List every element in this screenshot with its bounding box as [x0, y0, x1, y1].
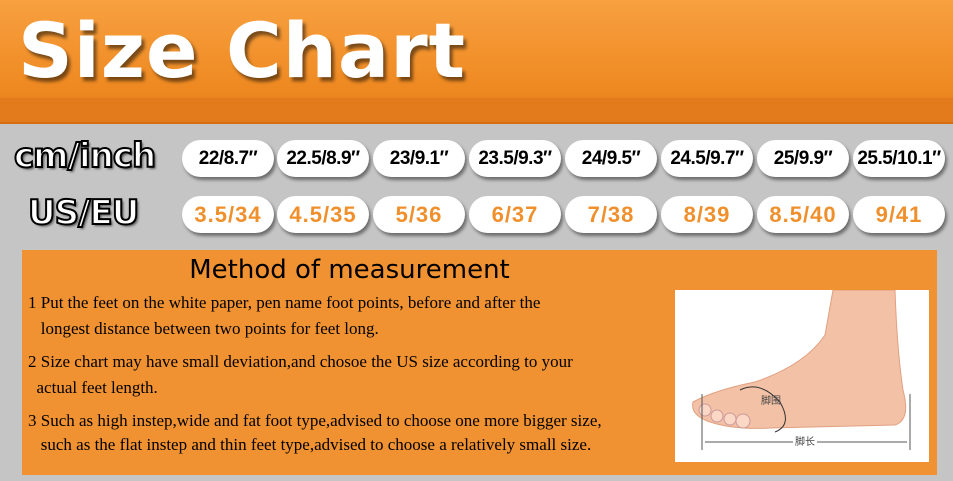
cm-size-pill: 22.5/8.9″: [277, 140, 369, 177]
us-eu-size-pill: 6/37: [469, 196, 561, 233]
instruction-line: longest distance between two points for …: [28, 319, 379, 338]
us-eu-size-pill: 9/41: [853, 196, 945, 233]
instruction-line: 2 Size chart may have small deviation,an…: [28, 352, 573, 371]
us-row-label: US/EU: [27, 192, 140, 234]
cm-size-pill: 23.5/9.3″: [469, 140, 561, 177]
cm-row-label: cm/inch: [13, 135, 157, 177]
instruction-line: actual feet length.: [28, 378, 158, 397]
measurement-panel: Method of measurement 1 Put the feet on …: [22, 250, 937, 475]
us-eu-size-pill: 4.5/35: [277, 196, 369, 233]
instruction-line: 3 Such as high instep,wide and fat foot …: [28, 411, 602, 430]
cm-size-pill: 23/9.1″: [373, 140, 465, 177]
length-label: 脚长: [795, 435, 815, 448]
us-eu-size-pill: 7/38: [565, 196, 657, 233]
page-title: Size Chart: [18, 6, 467, 95]
cm-size-pill: 24/9.5″: [565, 140, 657, 177]
us-eu-size-pill: 8/39: [661, 196, 753, 233]
cm-size-pill: 22/8.7″: [182, 140, 274, 177]
header-banner: Size Chart: [0, 0, 953, 124]
girth-label: 脚围: [761, 394, 781, 407]
us-eu-size-pill: 5/36: [373, 196, 465, 233]
foot-diagram: 脚围 脚长: [675, 289, 929, 462]
instruction-line: such as the flat instep and thin feet ty…: [28, 435, 592, 454]
us-eu-size-pill: 3.5/34: [182, 196, 274, 233]
method-title: Method of measurement: [189, 255, 510, 285]
cm-size-pill: 25.5/10.1″: [853, 140, 945, 177]
us-eu-size-pill: 8.5/40: [757, 196, 849, 233]
cm-size-pill: 25/9.9″: [757, 140, 849, 177]
cm-size-pill: 24.5/9.7″: [661, 140, 753, 177]
instruction-line: 1 Put the feet on the white paper, pen n…: [28, 293, 541, 312]
